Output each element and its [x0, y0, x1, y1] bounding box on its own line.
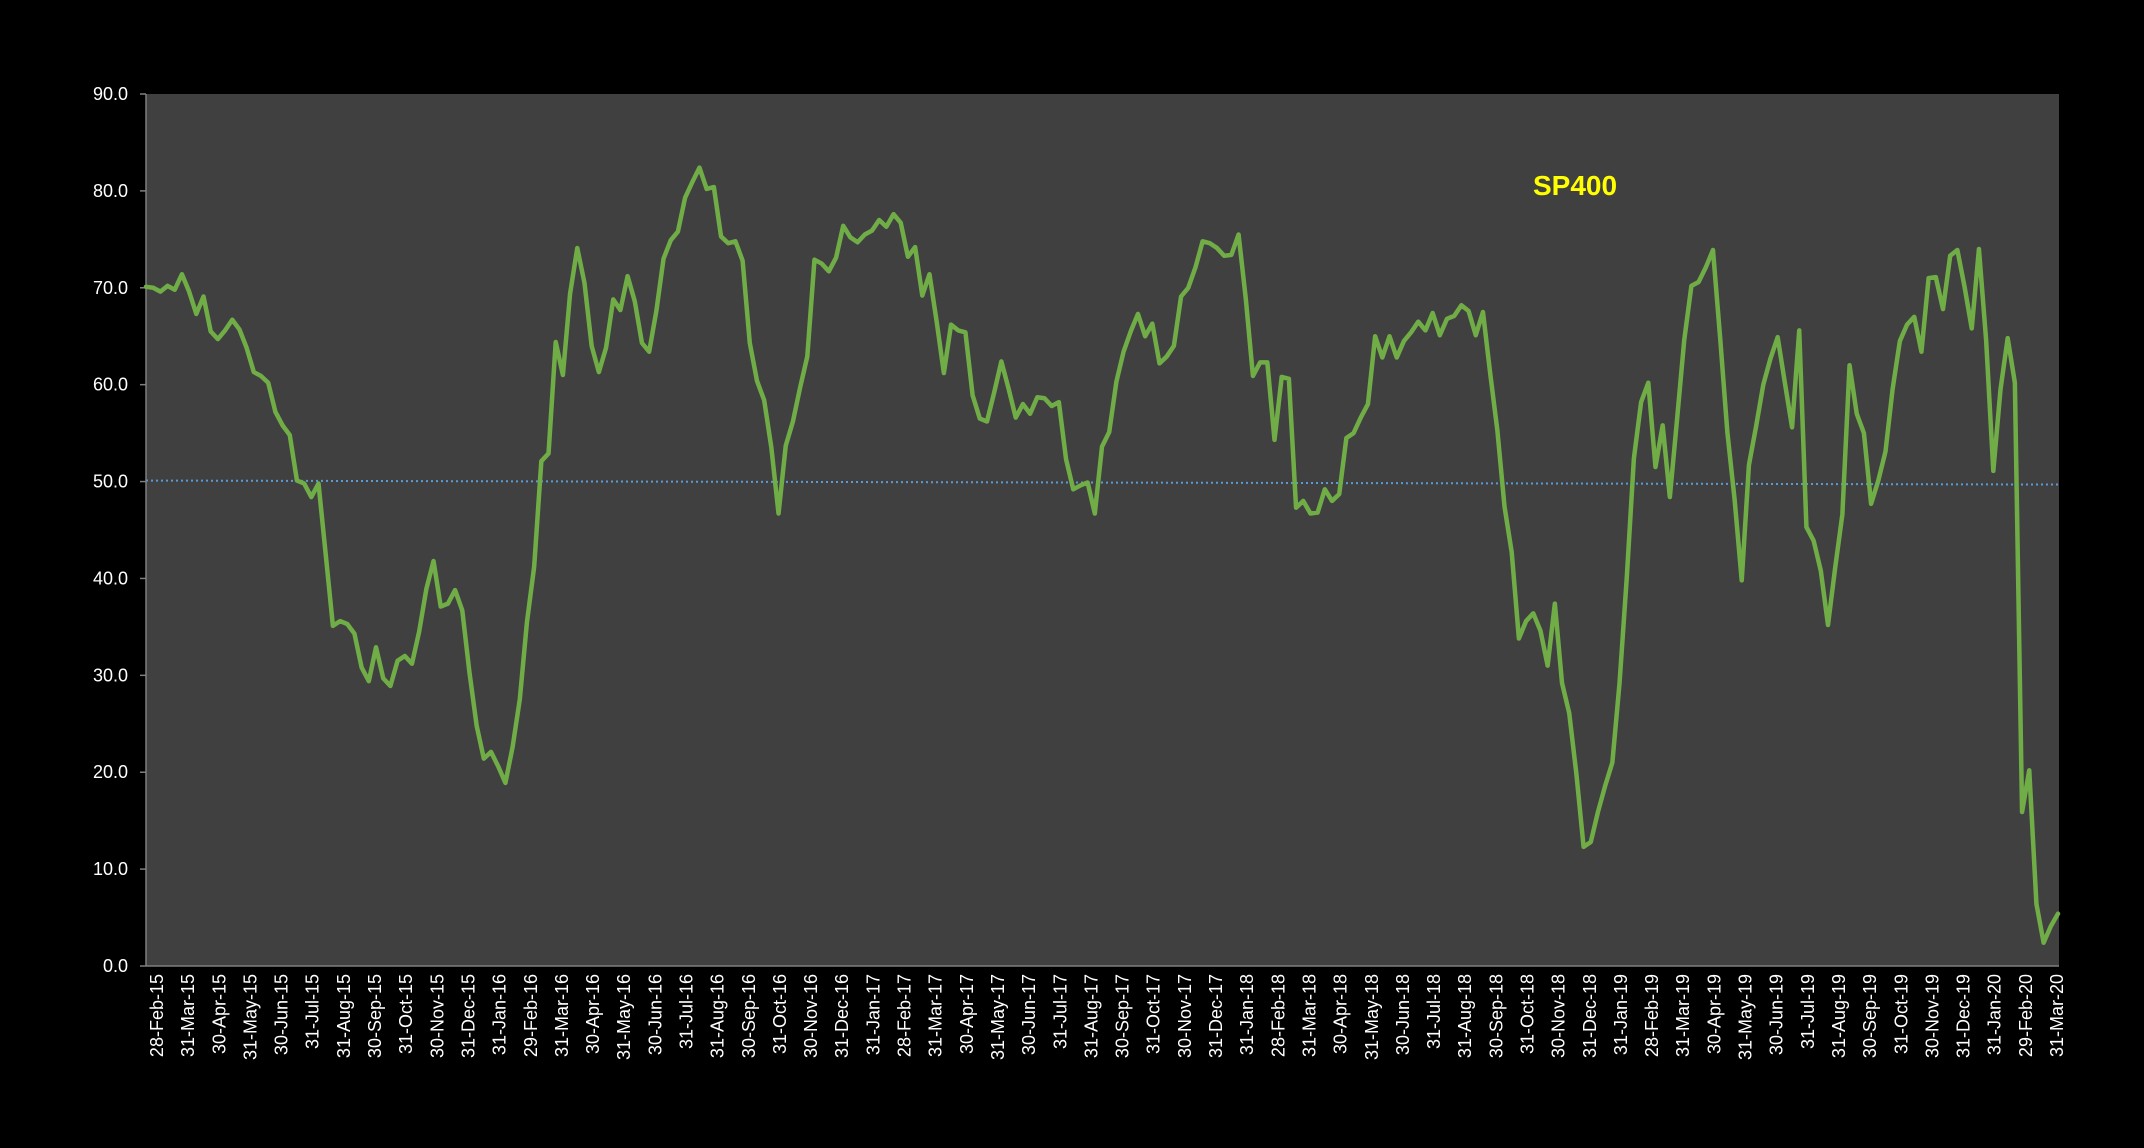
- x-tick-label: 31-Oct-19: [1891, 974, 1911, 1054]
- x-tick-label: 30-Apr-16: [583, 974, 603, 1054]
- x-tick-label: 31-May-15: [240, 974, 260, 1060]
- x-tick-label: 31-Aug-18: [1455, 974, 1475, 1058]
- x-tick-label: 31-Jan-19: [1611, 974, 1631, 1055]
- x-tick-label: 30-Sep-18: [1486, 974, 1506, 1058]
- x-tick-label: 30-Sep-15: [365, 974, 385, 1058]
- y-tick-label: 70.0: [93, 278, 128, 298]
- x-tick-label: 31-Mar-18: [1299, 974, 1319, 1057]
- x-tick-label: 31-Aug-17: [1081, 974, 1101, 1058]
- x-tick-label: 31-Jan-20: [1985, 974, 2005, 1055]
- x-tick-label: 30-Nov-17: [1175, 974, 1195, 1058]
- x-tick-label: 30-Nov-19: [1922, 974, 1942, 1058]
- x-tick-label: 31-Jan-16: [490, 974, 510, 1055]
- x-tick-label: 31-May-19: [1736, 974, 1756, 1060]
- x-tick-label: 30-Nov-15: [427, 974, 447, 1058]
- x-tick-label: 31-Aug-15: [334, 974, 354, 1058]
- x-tick-label: 31-Jul-15: [303, 974, 323, 1049]
- x-axis-tick-labels: 28-Feb-15 31-Mar-15 30-Apr-15 31-May-15 30-J…: [147, 974, 2067, 1060]
- x-tick-label: 31-Oct-18: [1517, 974, 1537, 1054]
- chart-title: SP400: [1533, 170, 1617, 201]
- y-tick-label: 10.0: [93, 859, 128, 879]
- x-tick-label: 31-Aug-19: [1829, 974, 1849, 1058]
- y-tick-label: 40.0: [93, 568, 128, 588]
- x-tick-label: 31-Jul-19: [1798, 974, 1818, 1049]
- x-tick-label: 28-Feb-18: [1268, 974, 1288, 1057]
- x-tick-label: 28-Feb-19: [1642, 974, 1662, 1057]
- x-tick-label: 30-Sep-19: [1860, 974, 1880, 1058]
- y-tick-label: 80.0: [93, 181, 128, 201]
- x-tick-label: 31-Jul-17: [1050, 974, 1070, 1049]
- x-tick-label: 31-Jul-18: [1424, 974, 1444, 1049]
- x-tick-label: 31-Dec-16: [832, 974, 852, 1058]
- reference-line-50: [145, 479, 2060, 486]
- y-tick-label: 60.0: [93, 375, 128, 395]
- x-tick-label: 28-Feb-15: [147, 974, 167, 1057]
- x-tick-label: 30-Nov-16: [801, 974, 821, 1058]
- x-tick-label: 30-Apr-15: [209, 974, 229, 1054]
- x-tick-label: 31-Oct-16: [770, 974, 790, 1054]
- x-tick-label: 31-Dec-15: [458, 974, 478, 1058]
- x-tick-label: 31-Oct-15: [396, 974, 416, 1054]
- plot-area: [146, 94, 2059, 966]
- x-tick-label: 31-Dec-17: [1206, 974, 1226, 1058]
- x-tick-label: 31-Dec-19: [1954, 974, 1974, 1058]
- x-tick-label: 30-Jun-19: [1767, 974, 1787, 1055]
- y-tick-label: 90.0: [93, 84, 128, 104]
- x-tick-label: 31-Mar-17: [926, 974, 946, 1057]
- x-tick-label: 31-Jan-17: [863, 974, 883, 1055]
- y-axis-tick-labels: 0.0 10.0 20.0 30.0 40.0 50.0 60.0 70.0 80.0 90.0: [93, 84, 146, 976]
- x-tick-label: 31-May-18: [1362, 974, 1382, 1060]
- x-tick-label: 31-Oct-17: [1144, 974, 1164, 1054]
- x-tick-label: 31-Aug-16: [708, 974, 728, 1058]
- series-line: [143, 165, 2061, 945]
- x-tick-label: 31-Mar-19: [1673, 974, 1693, 1057]
- y-tick-label: 50.0: [93, 472, 128, 492]
- y-tick-label: 0.0: [103, 956, 128, 976]
- x-tick-label: 31-Mar-15: [178, 974, 198, 1057]
- x-tick-label: 30-Sep-17: [1113, 974, 1133, 1058]
- x-tick-label: 31-Dec-18: [1580, 974, 1600, 1058]
- x-tick-label: 30-Jun-17: [1019, 974, 1039, 1055]
- x-tick-label: 30-Jun-18: [1393, 974, 1413, 1055]
- x-tick-label: 31-May-17: [988, 974, 1008, 1060]
- x-tick-label: 29-Feb-20: [2016, 974, 2036, 1057]
- x-tick-label: 31-Jan-18: [1237, 974, 1257, 1055]
- y-tick-label: 20.0: [93, 762, 128, 782]
- x-tick-label: 31-May-16: [614, 974, 634, 1060]
- x-tick-label: 30-Apr-19: [1704, 974, 1724, 1054]
- x-tick-label: 29-Feb-16: [521, 974, 541, 1057]
- x-tick-label: 31-Jul-16: [677, 974, 697, 1049]
- x-tick-label: 31-Mar-16: [552, 974, 572, 1057]
- x-tick-label: 30-Apr-18: [1331, 974, 1351, 1054]
- x-tick-label: 30-Apr-17: [957, 974, 977, 1054]
- x-tick-label: 31-Mar-20: [2047, 974, 2067, 1057]
- y-tick-label: 30.0: [93, 665, 128, 685]
- x-tick-label: 30-Sep-16: [739, 974, 759, 1058]
- x-tick-label: 30-Jun-15: [272, 974, 292, 1055]
- x-tick-label: 28-Feb-17: [895, 974, 915, 1057]
- x-tick-label: 30-Nov-18: [1549, 974, 1569, 1058]
- x-tick-label: 30-Jun-16: [645, 974, 665, 1055]
